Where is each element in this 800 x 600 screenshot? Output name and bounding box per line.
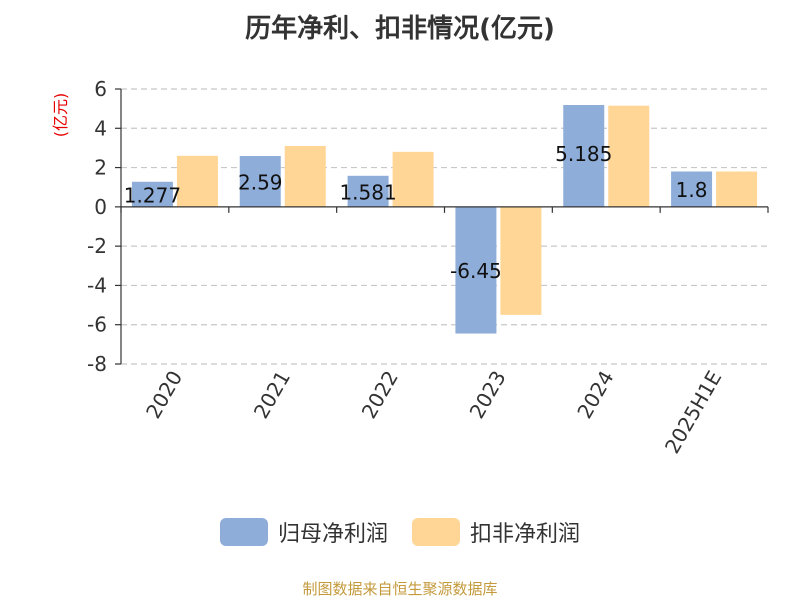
bar-series2-2021 bbox=[284, 145, 326, 207]
bar-series2-2025H1E bbox=[716, 171, 758, 207]
bar-series1-2021 bbox=[239, 155, 281, 207]
data-label: -6.45 bbox=[450, 259, 502, 283]
bar-series1-2022 bbox=[347, 175, 389, 207]
x-tick-label: 2022 bbox=[357, 367, 403, 423]
legend-item-series-1[interactable]: 归母净利润 bbox=[219, 516, 388, 548]
y-axis-label: (亿元) bbox=[51, 93, 70, 138]
y-tick-label: -8 bbox=[87, 352, 107, 376]
axes: 6 4 2 0 -2 -4 -6 -8 2020 2021 2022 2023 2024 2025H1E bbox=[87, 77, 769, 458]
y-tick-label: 4 bbox=[94, 116, 107, 140]
data-label: 1.277 bbox=[124, 183, 181, 207]
bar-series1-2020 bbox=[131, 181, 173, 207]
chart-title: 历年净利、扣非情况(亿元) bbox=[245, 14, 555, 44]
data-label: 1.581 bbox=[339, 180, 396, 204]
legend-label: 扣非净利润 bbox=[470, 522, 581, 547]
y-tick-label: -4 bbox=[87, 273, 107, 297]
bar-series1-2025H1E bbox=[671, 171, 713, 207]
data-label: 2.59 bbox=[238, 170, 283, 194]
x-tick-label: 2023 bbox=[465, 366, 511, 422]
data-source-note: 制图数据来自恒生聚源数据库 bbox=[302, 580, 498, 598]
bar-series1-2023 bbox=[455, 206, 497, 334]
legend-item-series-2[interactable]: 扣非净利润 bbox=[412, 516, 580, 548]
y-tick-label: -2 bbox=[87, 234, 107, 258]
y-tick-label: 2 bbox=[94, 156, 107, 180]
legend-label: 归母净利润 bbox=[277, 522, 388, 547]
bar-series2-2020 bbox=[176, 155, 218, 207]
legend: 归母净利润 扣非净利润 bbox=[0, 516, 800, 548]
bars bbox=[131, 105, 758, 334]
bar-series2-2023 bbox=[500, 206, 542, 315]
x-tick-label: 2021 bbox=[249, 367, 295, 423]
legend-swatch bbox=[219, 518, 268, 546]
x-tick-label: 2024 bbox=[572, 367, 618, 423]
x-tick-label: 2020 bbox=[141, 367, 187, 423]
data-label: 5.185 bbox=[555, 142, 612, 166]
y-tick-label: 0 bbox=[94, 195, 107, 219]
y-tick-label: -6 bbox=[87, 313, 107, 337]
data-labels: 1.277 2.59 1.581 -6.45 5.185 1.8 bbox=[124, 142, 708, 283]
x-tick-label: 2025H1E bbox=[660, 367, 726, 458]
legend-swatch bbox=[412, 518, 460, 546]
bar-series1-2024 bbox=[563, 105, 605, 207]
data-label: 1.8 bbox=[676, 178, 708, 202]
bar-series2-2022 bbox=[392, 151, 434, 207]
bar-series2-2024 bbox=[608, 105, 650, 207]
y-tick-label: 6 bbox=[94, 77, 107, 101]
gridlines bbox=[121, 88, 768, 365]
